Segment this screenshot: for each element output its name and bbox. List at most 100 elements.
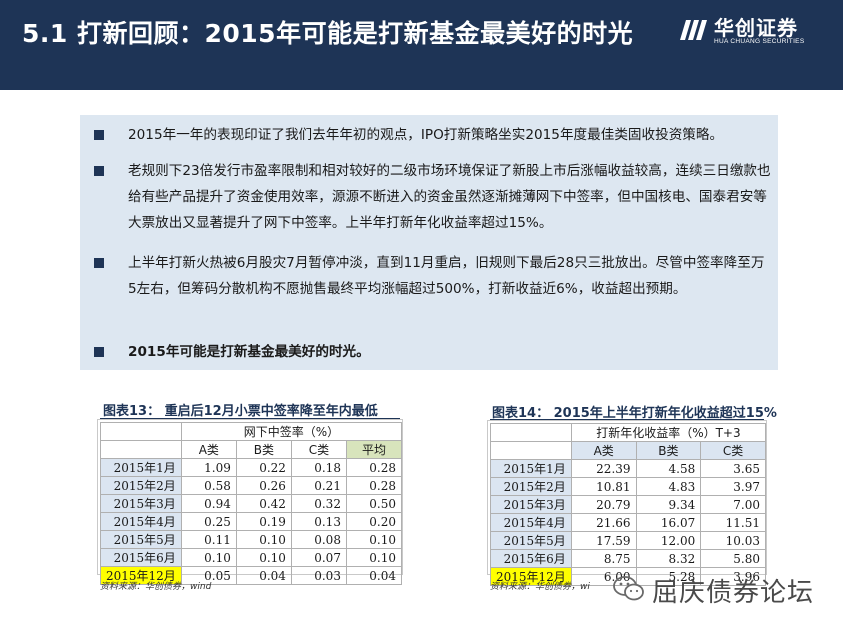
table-cell: 1.09 (180, 458, 237, 477)
table-column-row: A类 B类 C类 平均 (100, 440, 403, 459)
logo-english-name: HUA CHUANG SECURITIES (714, 38, 805, 45)
row-label: 2015年5月 (490, 531, 572, 550)
figure14-table: 打新年化收益率（%）T+3 A类 B类 C类 2015年1月 22.39 4.58 3… (490, 423, 767, 586)
table-row: 2015年6月 8.75 8.32 5.80 (490, 549, 766, 568)
table-row: 2015年4月 21.66 16.07 11.51 (490, 513, 766, 532)
table-cell: 8.75 (570, 549, 637, 568)
row-label: 2015年6月 (490, 549, 572, 568)
table-cell: 0.13 (290, 512, 347, 531)
column-header: A类 (570, 441, 637, 460)
table-row: 2015年12月 0.05 0.04 0.03 0.04 (100, 566, 403, 585)
wechat-icon (613, 576, 644, 601)
watermark: 屈庆债券论坛 (612, 570, 832, 608)
summary-panel: 2015年一年的表现印证了我们去年年初的观点，IPO打新策略坐实2015年度最佳… (80, 115, 778, 370)
table-group-header: 网下中签率（%） (180, 422, 403, 441)
column-header-average: 平均 (345, 440, 403, 459)
table-cell: 0.58 (180, 476, 237, 495)
table-cell: 8.32 (635, 549, 702, 568)
table-cell: 4.83 (635, 477, 702, 496)
table-cell: 0.10 (345, 548, 403, 567)
row-label: 2015年1月 (100, 458, 182, 477)
figure14-title: 图表14： 2015年上半年打新年化收益超过15% (492, 406, 777, 421)
column-header: B类 (635, 441, 702, 460)
table-cell: 6.00 (570, 567, 637, 586)
table-row: 2015年3月 20.79 9.34 7.00 (490, 495, 766, 514)
table-row: 2015年2月 0.58 0.26 0.21 0.28 (100, 476, 403, 495)
table-cell: 0.10 (235, 530, 292, 549)
figure13-source: 资料来源：华创债券，wind (100, 582, 212, 592)
figure14-frame: 打新年化收益率（%）T+3 A类 B类 C类 2015年1月 22.39 4.58 3… (487, 420, 767, 586)
table-corner-cell (100, 440, 182, 459)
figure13-title: 图表13： 重启后12月小票中签率降至年内最低 (103, 404, 378, 419)
figure13-frame: 网下中签率（%） A类 B类 C类 平均 2015年1月 1.09 0.22 0.18… (97, 419, 403, 585)
table-cell: 0.10 (180, 548, 237, 567)
bullet-text: 2015年一年的表现印证了我们去年年初的观点，IPO打新策略坐实2015年度最佳… (128, 127, 724, 143)
row-label: 2015年2月 (100, 476, 182, 495)
table-header-row: 网下中签率（%） (100, 422, 403, 441)
table-header-row: 打新年化收益率（%）T+3 (490, 423, 767, 442)
table-cell: 0.28 (345, 458, 403, 477)
logo-mark-icon (680, 20, 707, 40)
table-cell: 0.32 (290, 494, 347, 513)
column-header: A类 (180, 440, 237, 459)
row-label: 2015年1月 (490, 459, 572, 478)
table-cell: 0.03 (290, 566, 347, 585)
company-logo: 华创证券 HUA CHUANG SECURITIES (678, 10, 828, 50)
table-corner-cell (490, 423, 572, 442)
table-corner-cell (490, 441, 572, 460)
figure13-table: 网下中签率（%） A类 B类 C类 平均 2015年1月 1.09 0.22 0.18… (100, 422, 403, 585)
table-cell: 22.39 (570, 459, 637, 478)
bullet-text-conclusion: 2015年可能是打新基金最美好的时光。 (128, 344, 370, 360)
table-cell: 11.51 (700, 513, 766, 532)
table-cell: 0.94 (180, 494, 237, 513)
table-cell: 12.00 (635, 531, 702, 550)
table-cell: 0.21 (290, 476, 347, 495)
column-header: C类 (290, 440, 347, 459)
bullet-square-icon (94, 258, 104, 268)
table-corner-cell (100, 422, 182, 441)
table-row: 2015年1月 22.39 4.58 3.65 (490, 459, 766, 478)
table-cell: 0.28 (345, 476, 403, 495)
table-cell: 0.04 (345, 566, 403, 585)
table-cell: 16.07 (635, 513, 702, 532)
row-label: 2015年5月 (100, 530, 182, 549)
table-cell: 5.28 (635, 567, 702, 586)
table-cell: 0.19 (235, 512, 292, 531)
row-label: 2015年4月 (490, 513, 572, 532)
table-cell: 0.26 (235, 476, 292, 495)
logo-chinese-name: 华创证券 (714, 16, 798, 40)
table-cell: 0.25 (180, 512, 237, 531)
row-label: 2015年4月 (100, 512, 182, 531)
table-cell: 5.80 (700, 549, 766, 568)
table-cell: 0.22 (235, 458, 292, 477)
table-row: 2015年5月 0.11 0.10 0.08 0.10 (100, 530, 403, 549)
table-cell: 7.00 (700, 495, 766, 514)
table-cell: 0.11 (180, 530, 237, 549)
page-title: 5.1 打新回顾：2015年可能是打新基金最美好的时光 (22, 19, 634, 48)
table-cell: 4.58 (635, 459, 702, 478)
header-bar: 5.1 打新回顾：2015年可能是打新基金最美好的时光 华创证券 HUA CHU… (0, 0, 843, 90)
table-cell: 0.18 (290, 458, 347, 477)
row-label: 2015年3月 (490, 495, 572, 514)
bullet-square-icon (94, 130, 104, 140)
table-cell: 3.65 (700, 459, 766, 478)
table-cell: 20.79 (570, 495, 637, 514)
figure14-source: 资料来源：华创债券，wi (490, 582, 590, 592)
column-header: C类 (700, 441, 766, 460)
table-row: 2015年4月 0.25 0.19 0.13 0.20 (100, 512, 403, 531)
table-cell: 0.10 (345, 530, 403, 549)
row-label: 2015年3月 (100, 494, 182, 513)
bullet-text: 老规则下23倍发行市盈率限制和相对较好的二级市场环境保证了新股上市后涨幅收益较高… (128, 163, 771, 231)
table-row: 2015年12月 6.00 5.28 3.96 (490, 567, 766, 586)
table-row: 2015年6月 0.10 0.10 0.07 0.10 (100, 548, 403, 567)
watermark-text: 屈庆债券论坛 (652, 578, 815, 608)
table-column-row: A类 B类 C类 (490, 441, 766, 460)
row-label: 2015年2月 (490, 477, 572, 496)
table-row: 2015年3月 0.94 0.42 0.32 0.50 (100, 494, 403, 513)
table-cell: 10.03 (700, 531, 766, 550)
table-cell: 0.50 (345, 494, 403, 513)
table-cell: 9.34 (635, 495, 702, 514)
table-cell: 10.81 (570, 477, 637, 496)
table-cell: 21.66 (570, 513, 637, 532)
table-cell: 3.96 (700, 567, 766, 586)
